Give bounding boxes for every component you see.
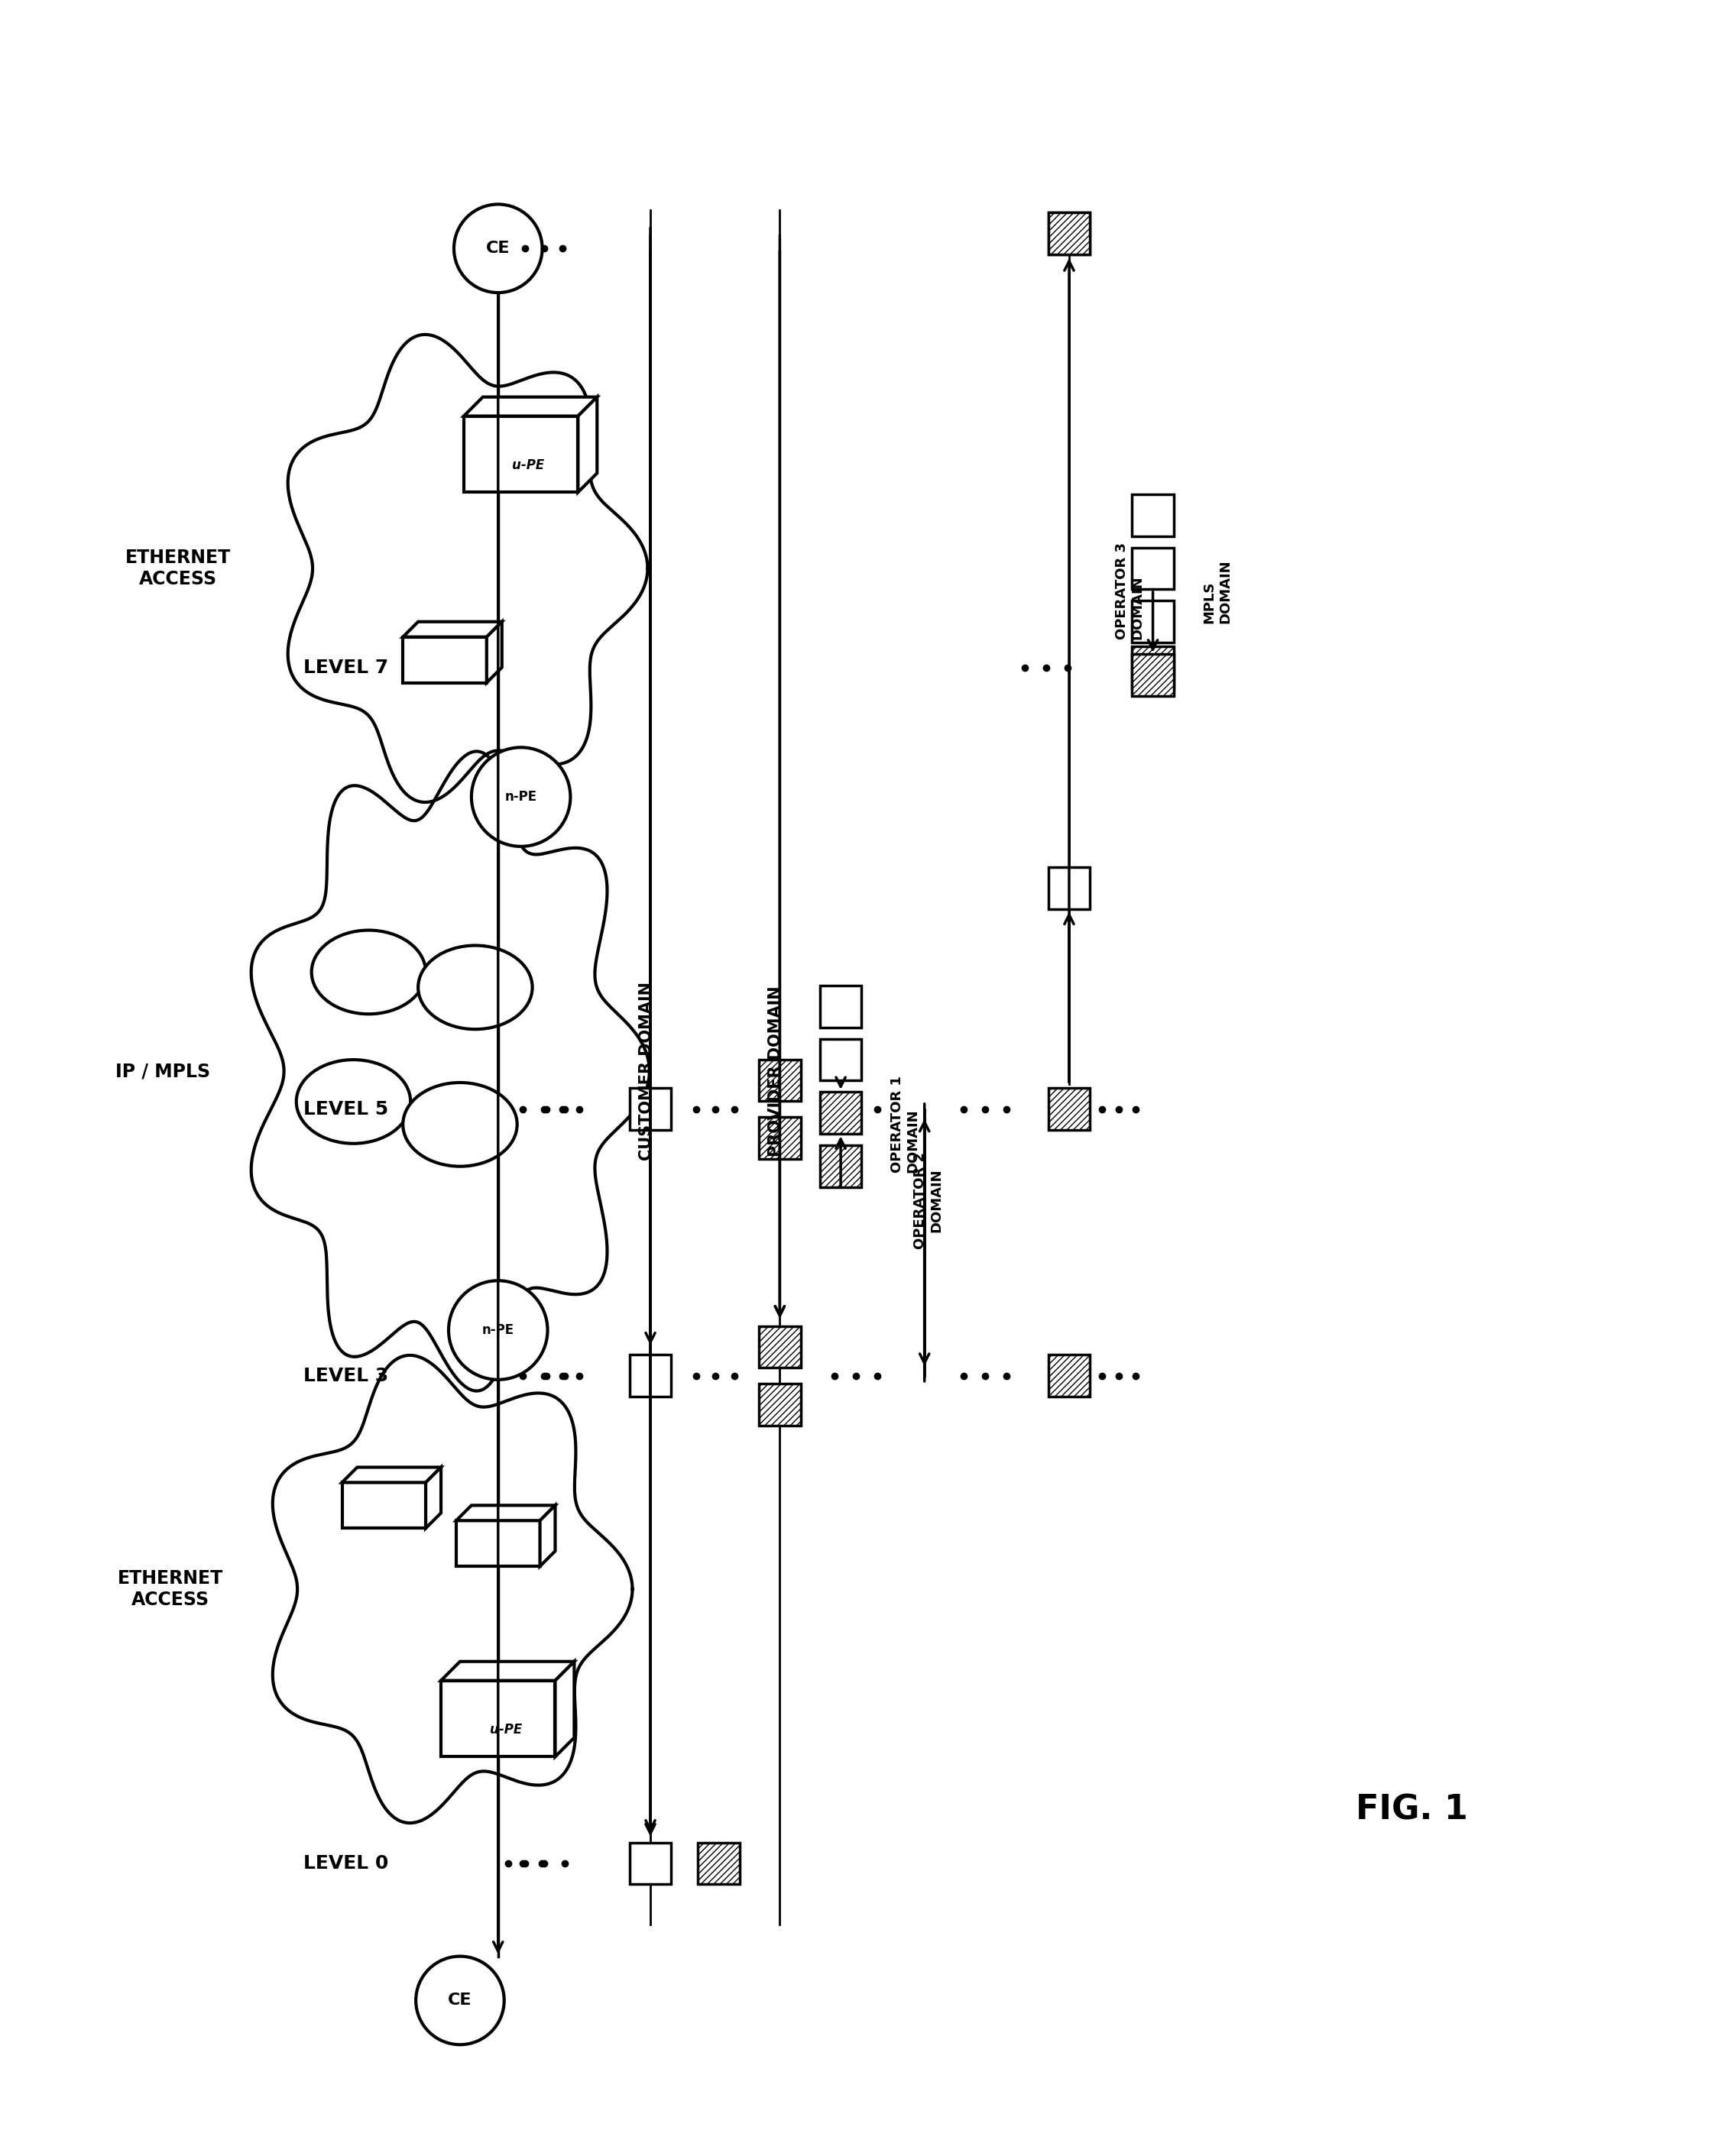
- Bar: [630, 1089, 671, 1130]
- Bar: [759, 1059, 800, 1102]
- Text: MPLS
DOMAIN: MPLS DOMAIN: [1203, 558, 1232, 623]
- Polygon shape: [425, 1468, 441, 1529]
- Bar: [819, 985, 862, 1028]
- Bar: [1132, 548, 1174, 589]
- Polygon shape: [540, 1505, 556, 1565]
- Bar: [1048, 211, 1089, 254]
- Text: CE: CE: [485, 241, 509, 257]
- Bar: [819, 1093, 862, 1134]
- Text: u-PE: u-PE: [489, 1723, 521, 1738]
- Polygon shape: [556, 1662, 575, 1757]
- Polygon shape: [456, 1520, 540, 1565]
- Text: ETHERNET
ACCESS: ETHERNET ACCESS: [117, 1570, 224, 1608]
- Ellipse shape: [296, 1061, 411, 1143]
- Bar: [1048, 211, 1089, 254]
- Text: CUSTOMER DOMAIN: CUSTOMER DOMAIN: [638, 981, 654, 1160]
- Bar: [699, 1843, 740, 1884]
- Text: OPERATOR 1
DOMAIN: OPERATOR 1 DOMAIN: [890, 1076, 919, 1173]
- Bar: [819, 1039, 862, 1080]
- Circle shape: [472, 748, 570, 847]
- Polygon shape: [342, 1483, 425, 1529]
- Text: OPERATOR 2
DOMAIN: OPERATOR 2 DOMAIN: [914, 1151, 943, 1248]
- Ellipse shape: [312, 929, 425, 1013]
- Text: LEVEL 5: LEVEL 5: [303, 1100, 389, 1119]
- Polygon shape: [456, 1505, 556, 1520]
- Text: ETHERNET
ACCESS: ETHERNET ACCESS: [126, 548, 231, 589]
- Ellipse shape: [403, 1082, 516, 1166]
- Polygon shape: [441, 1662, 575, 1680]
- Polygon shape: [465, 416, 578, 492]
- Bar: [1048, 1089, 1089, 1130]
- Circle shape: [416, 1955, 504, 2044]
- Bar: [1048, 867, 1089, 910]
- Text: n-PE: n-PE: [482, 1324, 515, 1337]
- Polygon shape: [342, 1468, 441, 1483]
- Text: LEVEL 3: LEVEL 3: [303, 1367, 389, 1384]
- Bar: [759, 1326, 800, 1367]
- Bar: [759, 1384, 800, 1425]
- Polygon shape: [578, 397, 597, 492]
- Ellipse shape: [418, 946, 532, 1028]
- Text: n-PE: n-PE: [504, 789, 537, 804]
- Bar: [1132, 653, 1174, 696]
- Polygon shape: [251, 750, 649, 1391]
- Text: PROVIDER DOMAIN: PROVIDER DOMAIN: [768, 985, 783, 1156]
- Bar: [819, 1145, 862, 1188]
- Text: IP / MPLS: IP / MPLS: [115, 1063, 210, 1080]
- Bar: [630, 1843, 671, 1884]
- Polygon shape: [403, 636, 487, 683]
- Polygon shape: [403, 621, 503, 636]
- Polygon shape: [287, 334, 647, 802]
- Bar: [1048, 1354, 1089, 1397]
- Polygon shape: [441, 1680, 556, 1757]
- Text: LEVEL 7: LEVEL 7: [303, 658, 389, 677]
- Bar: [1132, 602, 1174, 642]
- Text: CE: CE: [447, 1992, 472, 2007]
- Bar: [1132, 494, 1174, 537]
- Polygon shape: [465, 397, 597, 416]
- Bar: [1132, 647, 1174, 688]
- Bar: [630, 1354, 671, 1397]
- Polygon shape: [272, 1356, 632, 1824]
- Circle shape: [449, 1281, 547, 1380]
- Bar: [759, 1117, 800, 1160]
- Text: FIG. 1: FIG. 1: [1356, 1794, 1468, 1826]
- Text: OPERATOR 3
DOMAIN: OPERATOR 3 DOMAIN: [1115, 543, 1144, 640]
- Text: LEVEL 0: LEVEL 0: [303, 1854, 389, 1874]
- Text: u-PE: u-PE: [513, 459, 544, 472]
- Polygon shape: [487, 621, 503, 683]
- Circle shape: [454, 205, 542, 293]
